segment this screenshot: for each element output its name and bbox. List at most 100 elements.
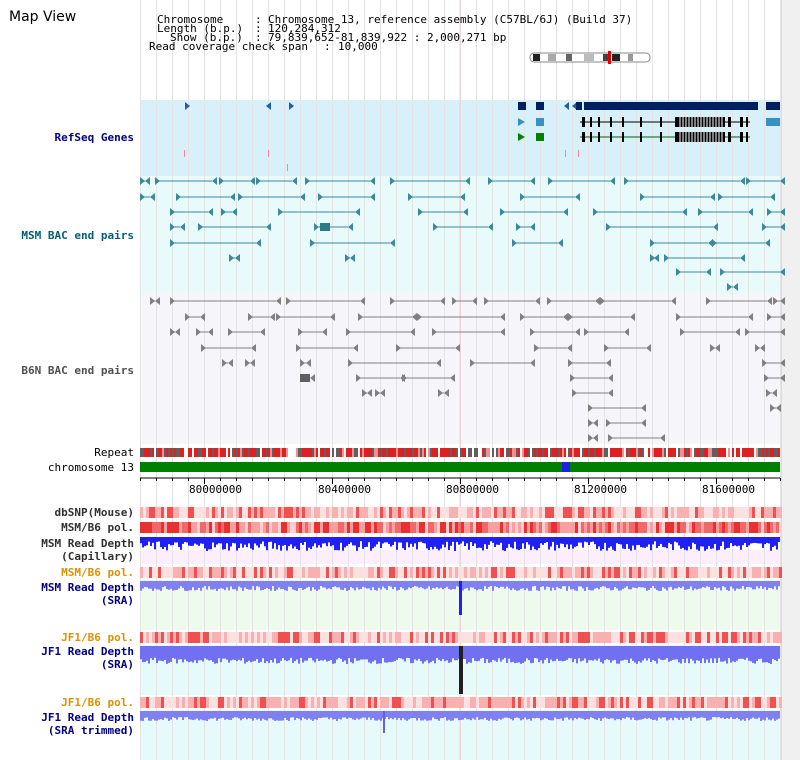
polymorphism-cell — [554, 697, 557, 708]
polymorphism-cell — [656, 507, 659, 518]
depth-bar — [358, 646, 360, 661]
depth-bar — [372, 581, 374, 588]
depth-bar — [258, 581, 260, 587]
track-label-msm-bac[interactable]: MSM BAC end pairs — [21, 229, 134, 242]
depth-bar — [686, 646, 688, 659]
depth-bar — [354, 646, 356, 659]
depth-bar — [638, 646, 640, 662]
polymorphism-cell — [554, 567, 557, 578]
depth-bar — [366, 646, 368, 660]
depth-bar — [172, 581, 174, 591]
polymorphism-cell — [377, 507, 380, 518]
track-label-msm-b6-pol-2[interactable]: MSM/B6 pol. — [61, 566, 134, 579]
depth-bar — [556, 646, 558, 659]
polymorphism-cell — [356, 567, 359, 578]
repeat-segment — [672, 448, 674, 457]
depth-bar — [292, 537, 294, 549]
polymorphism-cell — [728, 697, 731, 708]
track-label-chromosome[interactable]: chromosome 13 — [47, 461, 134, 474]
polymorphism-cell — [257, 697, 260, 708]
polymorphism-cell — [236, 522, 239, 533]
bac-end — [534, 344, 539, 352]
polymorphism-cell — [671, 697, 674, 708]
depth-bar — [180, 581, 182, 587]
track-label-refseq[interactable]: RefSeq Genes — [54, 131, 134, 144]
depth-bar — [656, 646, 658, 664]
depth-bar — [434, 711, 436, 719]
chromosome-value: Chromosome 13, reference assembly (C57BL… — [268, 13, 633, 26]
depth-bar — [706, 711, 708, 721]
repeat-segment — [214, 448, 216, 457]
repeat-segment — [402, 448, 404, 457]
depth-bar — [710, 646, 712, 659]
track-label-msm-depth-capillary[interactable]: MSM Read Depth — [41, 537, 134, 550]
repeat-segment — [740, 448, 742, 457]
depth-bar — [612, 581, 614, 591]
depth-bar — [422, 646, 424, 664]
depth-bar — [554, 646, 556, 661]
track-label-msm-b6-pol[interactable]: MSM/B6 pol. — [61, 521, 134, 534]
repeat-segment — [526, 448, 528, 457]
track-label-jf1-depth-trimmed[interactable]: JF1 Read Depth — [41, 711, 134, 724]
depth-bar — [692, 711, 694, 718]
depth-bar — [174, 537, 176, 543]
depth-bar — [336, 581, 338, 588]
depth-bar — [484, 646, 486, 664]
depth-bar — [520, 646, 522, 664]
polymorphism-cell — [761, 522, 764, 533]
polymorphism-cell — [404, 507, 407, 518]
depth-bar — [486, 581, 488, 589]
depth-bar — [252, 537, 254, 550]
depth-bar — [556, 581, 558, 587]
repeat-segment — [452, 448, 454, 457]
depth-bar — [536, 581, 538, 591]
track-label-repeat[interactable]: Repeat — [94, 446, 134, 459]
track-label-msm-depth-sra[interactable]: MSM Read Depth — [41, 581, 134, 594]
depth-bar — [498, 581, 500, 589]
depth-bar — [200, 711, 202, 720]
polymorphism-cell — [314, 507, 317, 518]
polymorphism-cell — [398, 632, 401, 643]
polymorphism-cell — [608, 697, 611, 708]
polymorphism-cell — [692, 567, 695, 578]
track-label-b6n-bac[interactable]: B6N BAC end pairs — [21, 364, 134, 377]
polymorphism-cell — [710, 632, 713, 643]
polymorphism-cell — [182, 567, 185, 578]
bac-end — [682, 208, 687, 216]
depth-bar — [634, 537, 636, 550]
track-label-dbsnp[interactable]: dbSNP(Mouse) — [54, 506, 134, 519]
depth-bar — [650, 711, 652, 720]
depth-bar — [592, 711, 594, 719]
bac-end — [230, 193, 235, 201]
track-label-jf1-depth-sra[interactable]: JF1 Read Depth — [41, 645, 134, 658]
depth-bar — [358, 537, 360, 548]
depth-bar — [322, 646, 324, 661]
bac-end — [196, 328, 201, 336]
polymorphism-cell — [524, 697, 527, 708]
polymorphism-cell — [689, 697, 692, 708]
depth-bar — [664, 581, 666, 589]
depth-bar — [254, 711, 256, 719]
polymorphism-cell — [320, 522, 323, 533]
depth-bar — [542, 537, 544, 545]
track-label-jf1-b6-pol-2[interactable]: JF1/B6 pol. — [61, 696, 134, 709]
bac-end — [606, 223, 611, 231]
depth-bar — [466, 581, 468, 589]
depth-bar — [482, 537, 484, 551]
depth-bar — [220, 537, 222, 544]
depth-bar — [294, 581, 296, 591]
depth-bar — [264, 581, 266, 589]
repeat-segment — [330, 448, 332, 457]
repeat-segment — [736, 448, 738, 457]
polymorphism-cell — [536, 522, 539, 533]
polymorphism-cell — [530, 522, 533, 533]
track-label-jf1-b6-pol[interactable]: JF1/B6 pol. — [61, 631, 134, 644]
bac-end — [715, 344, 720, 352]
polymorphism-cell — [278, 567, 281, 578]
polymorphism-cell — [344, 522, 347, 533]
depth-bar — [194, 646, 196, 661]
polymorphism-cell — [482, 632, 485, 643]
depth-bar — [762, 646, 764, 663]
depth-bar — [714, 646, 716, 659]
depth-bar — [478, 711, 480, 720]
